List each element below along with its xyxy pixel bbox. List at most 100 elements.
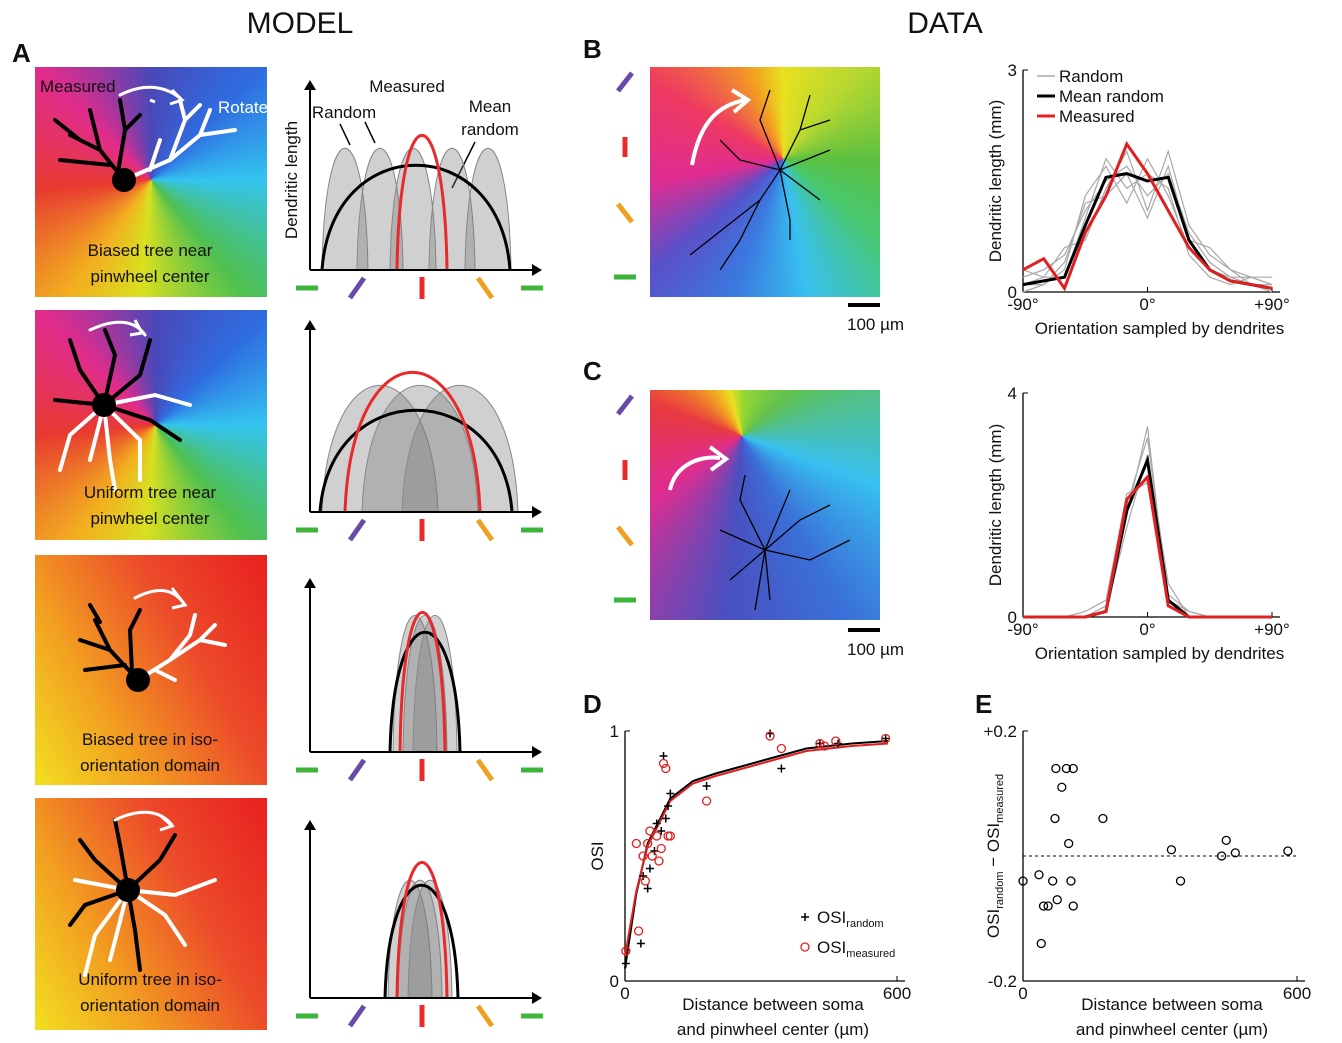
point bbox=[1175, 876, 1186, 886]
orientation-icon bbox=[347, 518, 367, 542]
axis-label: Dendritic length (mm) bbox=[986, 100, 1005, 263]
caption: Biased tree in iso- bbox=[82, 730, 218, 749]
x-tick-label: 0° bbox=[1139, 295, 1155, 314]
point bbox=[666, 789, 675, 798]
legend-label: OSIrandom bbox=[817, 908, 884, 930]
point bbox=[776, 743, 787, 754]
orientation-icon bbox=[475, 1004, 495, 1028]
axis-label: Distance between soma bbox=[1081, 995, 1263, 1014]
x-tick-label: +90° bbox=[1254, 620, 1290, 639]
panel-letter: E bbox=[975, 689, 992, 719]
arrowhead bbox=[532, 506, 542, 518]
scale-bar-label: 100 µm bbox=[847, 315, 904, 334]
axis-label-part: measured bbox=[994, 774, 1006, 823]
legend-label-part: random bbox=[846, 918, 883, 930]
axis-label-part: random bbox=[994, 872, 1006, 909]
axis-label: Distance between soma bbox=[682, 995, 864, 1014]
point bbox=[640, 876, 651, 886]
orientation-icon bbox=[347, 276, 367, 300]
caption: Biased tree near bbox=[88, 241, 213, 260]
schematic-curve bbox=[389, 147, 437, 271]
x-tick-label: -90° bbox=[1007, 620, 1038, 639]
point bbox=[652, 831, 662, 841]
x-tick-label: 600 bbox=[883, 984, 911, 1003]
orientation-icon bbox=[347, 1004, 367, 1028]
point bbox=[831, 736, 841, 746]
schematic-curve bbox=[318, 408, 514, 513]
arrowhead bbox=[532, 264, 542, 276]
rotation-arrow bbox=[668, 88, 752, 491]
point bbox=[1018, 876, 1028, 886]
schematic-curve bbox=[383, 883, 460, 999]
legend-label: Random bbox=[1059, 67, 1123, 86]
point bbox=[1283, 846, 1293, 856]
x-tick-label: 600 bbox=[1283, 984, 1311, 1003]
soma bbox=[92, 168, 150, 902]
point bbox=[654, 856, 664, 866]
point bbox=[702, 782, 711, 790]
neuron-trace bbox=[689, 89, 851, 611]
point bbox=[1217, 851, 1227, 861]
point bbox=[645, 826, 655, 836]
scale-bar bbox=[848, 303, 880, 632]
orientation-icon bbox=[616, 71, 634, 93]
schematic-curve bbox=[401, 384, 519, 513]
caption: Uniform tree in iso- bbox=[78, 970, 222, 989]
orientation-icon bbox=[347, 758, 367, 782]
caption: pinwheel center bbox=[90, 509, 209, 528]
point bbox=[621, 946, 631, 956]
y-tick-label: 0 bbox=[1008, 283, 1017, 302]
point bbox=[658, 758, 669, 769]
axis-label: Orientation sampled by dendrites bbox=[1035, 644, 1284, 663]
caption: orientation domain bbox=[80, 996, 220, 1015]
series-line bbox=[1023, 473, 1272, 619]
annotation: Rotated bbox=[218, 98, 278, 117]
legend-label: Mean random bbox=[1059, 87, 1164, 106]
schematic-curve bbox=[321, 147, 369, 271]
x-tick-label: 0 bbox=[620, 984, 629, 1003]
schematic-curve bbox=[321, 384, 439, 513]
point bbox=[800, 942, 810, 952]
point bbox=[638, 851, 648, 861]
axis-label: OSIrandom − OSImeasured bbox=[984, 774, 1006, 938]
point bbox=[1057, 782, 1067, 792]
legend-label-part: OSI bbox=[817, 908, 846, 927]
point bbox=[652, 819, 661, 828]
y-tick-label: +0.2 bbox=[983, 722, 1017, 741]
point bbox=[664, 802, 673, 810]
point bbox=[650, 847, 659, 855]
schematic-curve bbox=[388, 630, 462, 753]
panel-letter: D bbox=[583, 689, 602, 719]
schematic-curve bbox=[343, 371, 482, 513]
orientation-icon bbox=[475, 758, 495, 782]
annotation: Random bbox=[312, 103, 376, 122]
point bbox=[657, 827, 666, 835]
point bbox=[1098, 813, 1108, 824]
point bbox=[1050, 813, 1060, 824]
y-tick-label: -0.2 bbox=[988, 972, 1017, 991]
schematic-curve bbox=[464, 147, 512, 271]
point bbox=[665, 831, 675, 841]
point bbox=[631, 838, 641, 849]
y-tick-label: 3 bbox=[1008, 61, 1017, 80]
point bbox=[647, 851, 657, 861]
iso-map bbox=[35, 798, 267, 1030]
point bbox=[1034, 870, 1044, 880]
point bbox=[656, 843, 666, 854]
random-line bbox=[1023, 481, 1272, 618]
legend-label-part: OSI bbox=[817, 938, 846, 957]
arrowhead bbox=[532, 992, 542, 1004]
random-line bbox=[1023, 157, 1273, 286]
y-tick-label: 1 bbox=[610, 722, 619, 741]
point bbox=[1221, 835, 1231, 846]
random-line bbox=[1022, 157, 1272, 286]
point bbox=[881, 734, 890, 743]
axis-label: OSI bbox=[588, 841, 607, 870]
axis-label: Dendritic length bbox=[282, 121, 301, 239]
fit-line bbox=[624, 740, 889, 969]
point bbox=[639, 872, 648, 880]
fit-line bbox=[624, 742, 889, 957]
schematic-curve bbox=[320, 163, 512, 271]
arrowhead bbox=[304, 80, 316, 90]
